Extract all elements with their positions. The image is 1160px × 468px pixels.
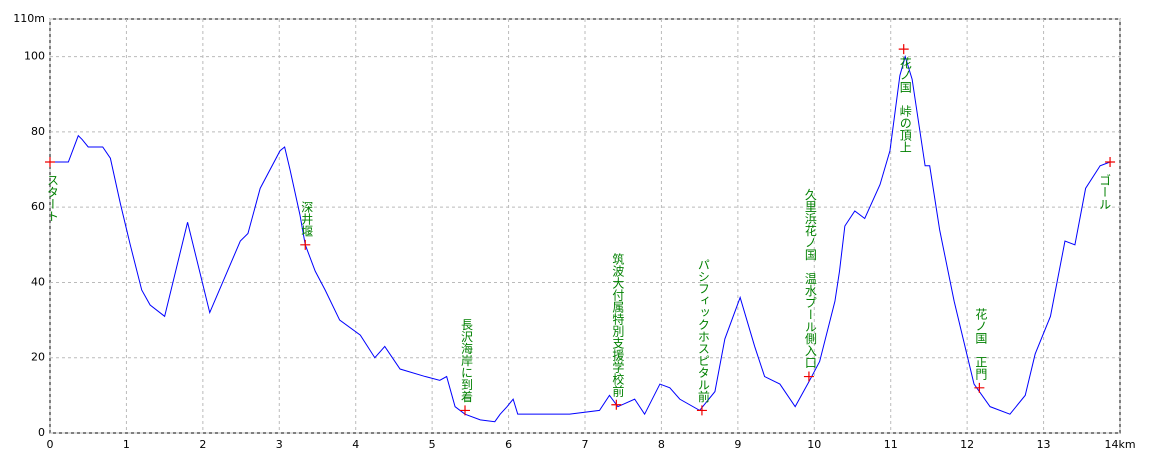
y-tick-label: 60	[31, 200, 45, 213]
waypoint-label: ゴール	[1098, 173, 1112, 210]
waypoint-label: パシフィックホスピタル前	[696, 258, 710, 402]
x-tick-label: 6	[505, 438, 512, 451]
x-tick-label: 3	[276, 438, 283, 451]
waypoint-marker	[898, 44, 909, 55]
waypoint-label: 久里浜花ノ国 温水プール側入口	[803, 188, 817, 368]
waypoint-marker	[460, 405, 471, 416]
waypoint-marker	[611, 399, 622, 410]
y-tick-label: 40	[31, 275, 45, 288]
waypoint-marker	[974, 382, 985, 393]
x-tick-label: 8	[658, 438, 665, 451]
x-tick-label: 12	[960, 438, 974, 451]
x-tick-label: 10	[807, 438, 821, 451]
x-tick-label: 13	[1037, 438, 1051, 451]
waypoint-marker	[696, 405, 707, 416]
waypoint-marker	[1105, 157, 1116, 168]
x-tick-label: 2	[199, 438, 206, 451]
y-tick-label: 80	[31, 125, 45, 138]
x-tick-label: 7	[582, 438, 589, 451]
y-tick-label: 100	[24, 50, 45, 63]
y-tick-label: 0	[38, 426, 45, 439]
waypoint-label: 長沢海岸に到着	[460, 318, 474, 403]
x-tick-label: 11	[884, 438, 898, 451]
waypoint-label: スタート	[46, 174, 60, 222]
waypoint-marker	[300, 239, 311, 250]
x-tick-label: 0	[47, 438, 54, 451]
elevation-line	[50, 54, 1111, 423]
x-tick-label: 4	[352, 438, 359, 451]
x-tick-label: 9	[734, 438, 741, 451]
y-tick-label: 20	[31, 351, 45, 364]
x-tick-label: 5	[429, 438, 436, 451]
waypoint-label: 筑波大付属特別支援学校前	[611, 251, 625, 396]
x-tick-label: 1	[123, 438, 130, 451]
waypoint-marker	[45, 157, 55, 168]
waypoint-label: 深井堰	[300, 200, 314, 236]
waypoint-label: 花ノ国 峠の頂上	[898, 56, 912, 153]
waypoint-marker	[803, 371, 814, 382]
y-tick-label: 110m	[13, 12, 45, 25]
x-tick-label: 14km	[1104, 438, 1135, 451]
waypoint-label: 花ノ国 正門	[974, 306, 988, 379]
